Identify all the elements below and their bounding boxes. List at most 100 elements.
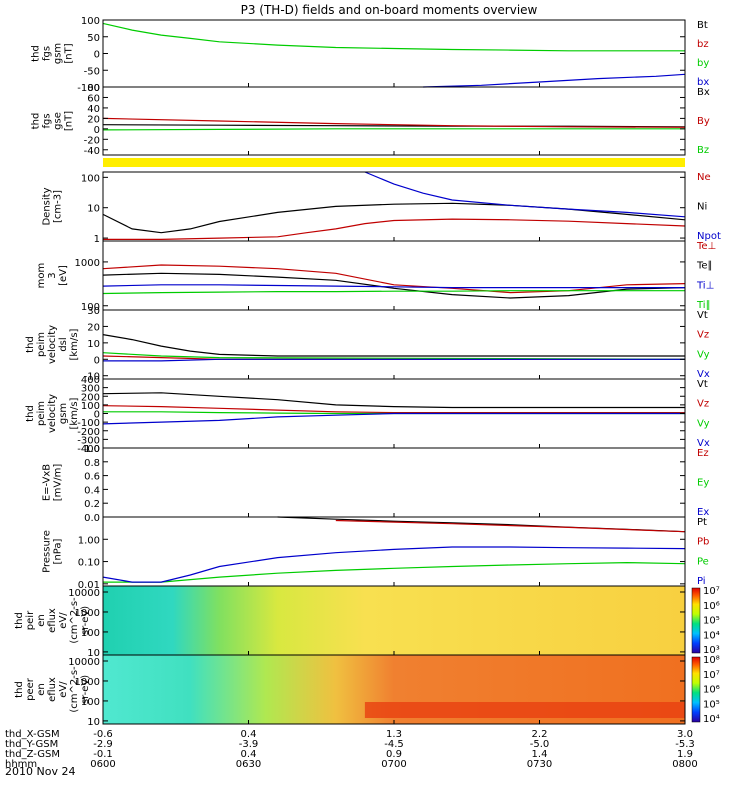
x-tick-label: -4.5 [384, 739, 404, 750]
y-tick-label: 0.10 [78, 558, 100, 569]
panel-10: 10⁸ 10⁷ 10⁶ 10⁵ 10⁴ 10000 1000 100 10 thd peer en ef… [14, 654, 720, 728]
y-tick-label: -40 [84, 146, 100, 157]
y-axis-label: Density [42, 187, 53, 225]
series-line [423, 73, 686, 88]
colorbar [691, 656, 701, 723]
y-axis-label: [cm-3] [53, 190, 64, 223]
x-tick-label: 3.0 [677, 729, 693, 740]
y-tick-label: 30 [87, 306, 100, 317]
y-axis-label: peir [25, 610, 36, 630]
y-axis-label: dsl [58, 337, 69, 351]
x-tick-label: 0.9 [386, 749, 402, 760]
legend-label: Vx [697, 369, 710, 380]
y-tick-label: 100 [81, 697, 100, 708]
spectrogram-fill [103, 586, 685, 655]
y-axis-label: [km/s] [69, 328, 80, 360]
colorbar-label: 10⁴ [703, 630, 720, 641]
series-line [102, 128, 685, 131]
legend-label: Bx [697, 87, 710, 98]
legend-label: Vt [697, 379, 708, 390]
colorbar-label: 10⁵ [703, 616, 720, 627]
legend-label: Ey [697, 478, 709, 489]
y-axis-label: eflux [47, 608, 58, 633]
y-tick-label: 20 [87, 114, 100, 125]
x-row-name: hhmm [5, 759, 37, 770]
legend-label: bx [697, 77, 709, 88]
y-tick-label: 200 [81, 392, 100, 403]
y-axis-label: gsm [53, 43, 64, 64]
colorbar-label: 10⁶ [703, 685, 720, 696]
y-tick-label: 0.2 [84, 499, 100, 510]
y-axis-label: peim [36, 401, 47, 426]
legend-label: Te∥ [696, 261, 713, 272]
y-tick-label: 1 [94, 234, 100, 245]
panel-9: 10⁷ 10⁶ 10⁵ 10⁴ 10³ 10000 1000 100 10 thd peir en ef… [14, 585, 720, 659]
legend-label: Bt [697, 20, 708, 31]
y-axis-label: thd [31, 113, 42, 130]
y-axis-label: E=-VxB [42, 464, 53, 501]
y-tick-label: 60 [87, 93, 100, 104]
legend-label: Te⊥ [696, 241, 716, 252]
x-tick-label: -2.9 [93, 739, 113, 750]
y-axis-label: peer [25, 677, 36, 701]
series-line [102, 405, 685, 414]
y-axis-label: sr-eV) [80, 606, 91, 635]
y-tick-label: 1000 [75, 258, 100, 269]
series-line [103, 358, 685, 362]
y-tick-label: -200 [77, 427, 100, 438]
colorbar-label: 10⁵ [703, 699, 720, 710]
y-axis-label: thd [25, 336, 36, 353]
legend-label: Ni [697, 202, 707, 213]
y-tick-label: 20 [87, 322, 100, 333]
colorbar-label: 10⁶ [703, 601, 720, 612]
y-tick-label: -50 [84, 66, 100, 77]
y-tick-label: 0 [94, 50, 100, 61]
x-row-name: thd_Z-GSM [5, 749, 60, 760]
y-tick-label: 10 [87, 648, 100, 659]
x-tick-label: 0.4 [241, 729, 257, 740]
y-tick-label: 1000 [75, 608, 100, 619]
x-tick-label: -0.1 [93, 749, 113, 760]
panel-frame [102, 19, 686, 88]
x-tick-label: -5.3 [675, 739, 695, 750]
y-tick-label: 0.4 [84, 485, 100, 496]
y-tick-label: 10 [87, 339, 100, 350]
y-tick-label: -10 [84, 372, 100, 383]
legend-label: Bz [697, 145, 709, 156]
series-line [102, 272, 686, 299]
panel-frame [102, 171, 686, 242]
separator-bar [103, 158, 685, 167]
y-tick-label: -100 [77, 418, 100, 429]
panel-4: Te⊥ Te∥ Ti⊥ Ti∥ 1000 100 mom 3 [eV] [36, 240, 716, 313]
y-axis-label: en [36, 614, 47, 627]
y-axis-label: peim [36, 332, 47, 357]
x-tick-label: -0.6 [93, 729, 113, 740]
colorbar-label: 10⁴ [703, 714, 720, 725]
y-axis-label: fgs [42, 46, 53, 61]
y-axis-label: [nPa] [53, 538, 64, 564]
legend-label: Vt [697, 310, 708, 321]
panel-frame [102, 309, 686, 380]
x-tick-label: 1.9 [677, 749, 693, 760]
legend-label: by [697, 58, 709, 69]
y-axis-label: eV/ [58, 612, 69, 629]
y-tick-label: -100 [77, 83, 100, 94]
y-axis-label: fgs [42, 113, 53, 128]
y-tick-label: 1.0 [84, 444, 100, 455]
y-axis-label: eflux [47, 677, 58, 702]
colorbar-label: 10⁷ [703, 586, 720, 597]
y-tick-label: 400 [81, 375, 100, 386]
y-axis-label: [nT] [64, 43, 75, 63]
series-line [102, 284, 685, 289]
x-tick-label: 1.4 [532, 749, 548, 760]
x-tick-label: 0800 [672, 759, 697, 770]
series-line [103, 218, 686, 240]
spectrogram-band [364, 702, 685, 718]
legend-label: Ex [697, 507, 709, 518]
legend-label: Ez [697, 448, 709, 459]
series-line [102, 117, 686, 128]
y-tick-label: 0 [94, 410, 100, 421]
legend-label: Vz [697, 330, 709, 341]
